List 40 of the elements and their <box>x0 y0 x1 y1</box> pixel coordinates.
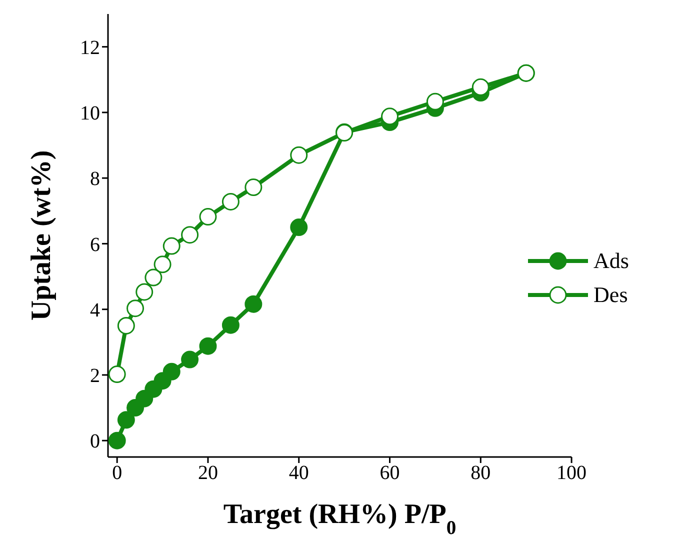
point <box>144 268 162 286</box>
point <box>222 192 240 210</box>
y-tick-label: 10 <box>80 102 100 125</box>
point <box>426 92 444 110</box>
point <box>199 337 217 355</box>
point <box>222 316 240 334</box>
point <box>126 300 144 318</box>
y-tick-label: 8 <box>90 168 100 190</box>
x-tick-label: 40 <box>288 462 309 484</box>
x-tick-label: 100 <box>556 462 587 484</box>
point <box>472 78 490 96</box>
point <box>244 295 262 313</box>
y-axis-title: Uptake (wt%) <box>26 150 58 321</box>
y-tick-label: 12 <box>80 36 100 59</box>
point <box>290 146 308 164</box>
point <box>117 411 135 429</box>
legend-label: Ads <box>594 248 629 274</box>
y-tick-label: 4 <box>90 299 100 322</box>
point <box>199 208 217 226</box>
x-tick-label: 80 <box>470 462 491 484</box>
point <box>117 316 135 334</box>
point <box>108 432 126 450</box>
y-tick-label: 6 <box>90 234 100 256</box>
y-tick-label: 2 <box>90 365 100 388</box>
x-tick-label: 20 <box>198 462 218 484</box>
legend-label: Des <box>594 282 628 308</box>
point <box>162 237 180 255</box>
x-tick-label: 60 <box>380 462 400 484</box>
point <box>244 178 262 196</box>
point <box>162 362 180 380</box>
point <box>154 256 172 274</box>
x-tick-label: 0 <box>112 462 122 484</box>
y-tick-label: 0 <box>90 430 100 453</box>
point <box>136 283 154 301</box>
point <box>181 350 199 368</box>
x-axis-title: Target (RH%) P/P$_{0}$ <box>223 499 456 538</box>
point <box>181 226 199 244</box>
point <box>381 108 399 126</box>
point <box>108 366 126 384</box>
point <box>290 218 308 236</box>
